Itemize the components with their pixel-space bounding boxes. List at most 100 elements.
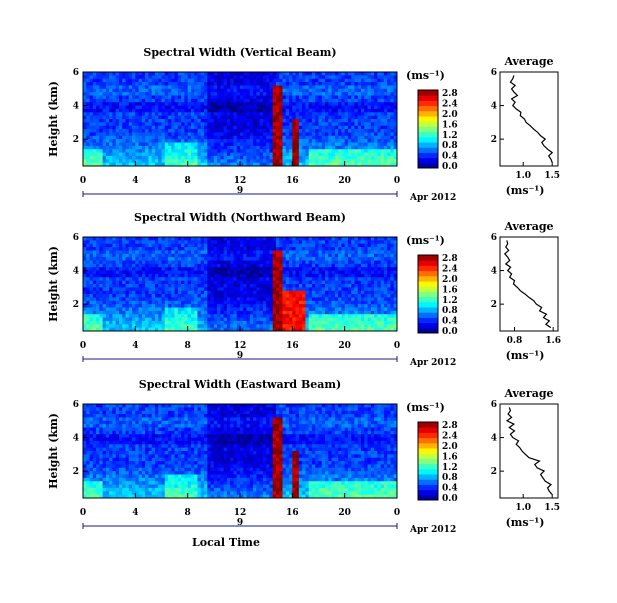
heatmap-cell [269, 112, 273, 116]
heatmap-cell [93, 82, 97, 86]
heatmap-cell [165, 284, 169, 288]
heatmap-cell [309, 244, 313, 248]
heatmap-cell [256, 89, 260, 93]
heatmap-cell [99, 156, 103, 160]
heatmap-cell [171, 324, 175, 328]
heatmap-cell [204, 267, 208, 271]
heatmap-cell [354, 146, 358, 150]
heatmap-cell [155, 304, 159, 308]
heatmap-cell [256, 301, 260, 305]
heatmap-cell [325, 75, 329, 79]
heatmap-cell [250, 119, 254, 123]
heatmap-cell [253, 250, 257, 254]
heatmap-cell [106, 132, 110, 136]
heatmap-cell [152, 109, 156, 113]
heatmap-cell [351, 119, 355, 123]
heatmap-cell [309, 122, 313, 126]
heatmap-cell [139, 284, 143, 288]
heatmap-cell [204, 139, 208, 143]
heatmap-cell [184, 267, 188, 271]
heatmap-cell [247, 284, 251, 288]
heatmap-cell [328, 264, 332, 268]
heatmap-cell [126, 132, 130, 136]
heatmap-cell [122, 264, 126, 268]
heatmap-cell [184, 237, 188, 241]
heatmap-cell [351, 106, 355, 110]
heatmap-cell [122, 122, 126, 126]
heatmap-cell [214, 287, 218, 291]
heatmap-cell [309, 112, 313, 116]
heatmap-cell [93, 129, 97, 133]
heatmap-cell [276, 237, 280, 241]
heatmap-cell [165, 85, 169, 89]
heatmap-cell [224, 277, 228, 281]
heatmap-cell [286, 314, 290, 318]
heatmap-cell [132, 99, 136, 103]
heatmap-cell [266, 267, 270, 271]
heatmap-cell [250, 321, 254, 325]
heatmap-cell [122, 271, 126, 275]
heatmap-cell [191, 82, 195, 86]
heatmap-cell [106, 274, 110, 278]
heatmap-cell [116, 244, 120, 248]
heatmap-cell [135, 102, 139, 106]
heatmap-cell [230, 264, 234, 268]
heatmap-cell [220, 271, 224, 275]
heatmap-cell [93, 247, 97, 251]
heatmap-cell [296, 85, 300, 89]
heatmap-cell [142, 247, 146, 251]
heatmap-cell [266, 294, 270, 298]
heatmap-cell [302, 112, 306, 116]
heatmap-cell [256, 294, 260, 298]
heatmap-cell [119, 318, 123, 322]
heatmap-cell [328, 247, 332, 251]
heatmap-cell [227, 79, 231, 83]
heatmap-cell [207, 136, 211, 140]
heatmap-cells [83, 72, 397, 166]
heatmap-cell [135, 257, 139, 261]
heatmap-cell [328, 291, 332, 295]
heatmap-cell [184, 139, 188, 143]
heatmap-cell [341, 109, 345, 113]
heatmap-cell [165, 277, 169, 281]
heatmap-cell [99, 75, 103, 79]
heatmap-cell [194, 146, 198, 150]
heatmap-cell [106, 112, 110, 116]
heatmap-cell [227, 304, 231, 308]
heatmap-cell [112, 250, 116, 254]
heatmap-cell [158, 116, 162, 120]
heatmap-cell [207, 126, 211, 130]
heatmap-cell [354, 92, 358, 96]
heatmap-cell [90, 287, 94, 291]
heatmap-cell [260, 261, 264, 265]
heatmap-cell [368, 72, 372, 76]
heatmap-cell [299, 75, 303, 79]
heatmap-cell [358, 112, 362, 116]
heatmap-cell [305, 301, 309, 305]
heatmap-cell [358, 143, 362, 147]
heatmap-cell [381, 146, 385, 150]
heatmap-cell [214, 143, 218, 147]
heatmap-cell [309, 106, 313, 110]
heatmap-cell [207, 250, 211, 254]
heatmap-cell [240, 129, 244, 133]
heatmap-cell [162, 109, 166, 113]
heatmap-cell [338, 271, 342, 275]
heatmap-cell [237, 99, 241, 103]
heatmap-cell [96, 96, 100, 100]
heatmap-cell [109, 75, 113, 79]
heatmap-cell [243, 277, 247, 281]
heatmap-cell [99, 308, 103, 312]
heatmap-cell [99, 311, 103, 315]
heatmap-cell [139, 318, 143, 322]
heatmap-cell [152, 291, 156, 295]
heatmap-cell [335, 294, 339, 298]
heatmap-cell [162, 106, 166, 110]
heatmap-cell [211, 240, 215, 244]
heatmap-cell [109, 143, 113, 147]
heatmap-cell [165, 159, 169, 163]
heatmap-cell [122, 89, 126, 93]
heatmap-cell [132, 122, 136, 126]
heatmap-cell [305, 92, 309, 96]
